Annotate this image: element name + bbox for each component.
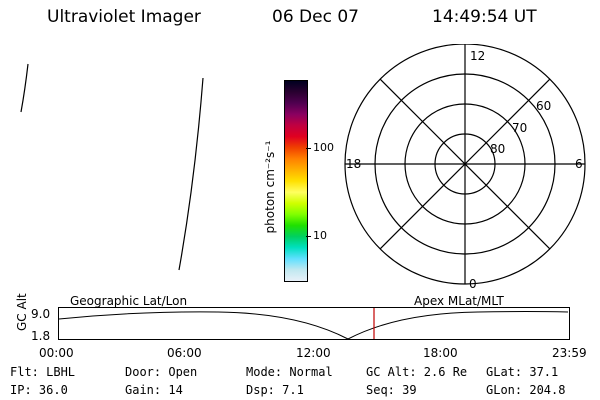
colorbar-gradient [285, 81, 307, 281]
polar-lat-label-60: 60 [536, 99, 551, 113]
polar-plot: 12 18 6 0 60 70 80 [344, 44, 586, 291]
polar-label-bottom: 0 [469, 277, 477, 291]
timeline-plot [58, 307, 570, 340]
polar-label-top: 12 [470, 49, 485, 63]
status-seq: Seq: 39 [366, 383, 417, 397]
image-panel [20, 63, 204, 271]
colorbar-tick-100 [306, 148, 311, 149]
timeline-altitude-curve [58, 311, 569, 340]
timeline-frame [58, 307, 570, 340]
timeline-y-tick-top: 9.0 [31, 307, 51, 321]
colorbar-tick-label-100: 100 [313, 141, 334, 154]
instrument-title: Ultraviolet Imager [47, 7, 201, 27]
status-door: Door: Open [125, 365, 198, 379]
colorbar [284, 80, 308, 282]
image-trace-right [178, 77, 204, 271]
timeline-x-tick-4: 23:59 [552, 346, 587, 360]
colorbar-tick-label-10: 10 [313, 229, 327, 242]
status-gc-alt: GC Alt: 2.6 Re [366, 365, 468, 379]
timeline-left-caption: Geographic Lat/Lon [70, 294, 188, 308]
polar-label-left: 18 [346, 157, 361, 171]
timeline-y-axis-label: GC Alt [15, 293, 29, 331]
status-glon: GLon: 204.8 [486, 383, 566, 397]
timeline-x-tick-2: 12:00 [296, 346, 331, 360]
status-ip: IP: 36.0 [10, 383, 68, 397]
polar-label-right: 6 [575, 157, 583, 171]
status-mode: Mode: Normal [246, 365, 333, 379]
date-label: 06 Dec 07 [272, 7, 359, 27]
status-glat: GLat: 37.1 [486, 365, 559, 379]
colorbar-axis-label: photon cm⁻²s⁻¹ [263, 140, 277, 234]
image-trace-left [20, 63, 29, 113]
polar-diagonal-2 [379, 78, 551, 250]
polar-lat-label-70: 70 [512, 121, 527, 135]
status-flt: Flt: LBHL [10, 365, 76, 379]
time-label: 14:49:54 UT [432, 7, 537, 27]
polar-lat-label-80: 80 [490, 142, 505, 156]
status-gain: Gain: 14 [125, 383, 183, 397]
timeline-right-caption: Apex MLat/MLT [414, 294, 504, 308]
status-dsp: Dsp: 7.1 [246, 383, 304, 397]
timeline-y-tick-bottom: 1.8 [31, 329, 51, 343]
timeline-x-tick-1: 06:00 [167, 346, 202, 360]
timeline-x-tick-0: 00:00 [39, 346, 74, 360]
colorbar-tick-10 [306, 236, 311, 237]
timeline-x-tick-3: 18:00 [423, 346, 458, 360]
